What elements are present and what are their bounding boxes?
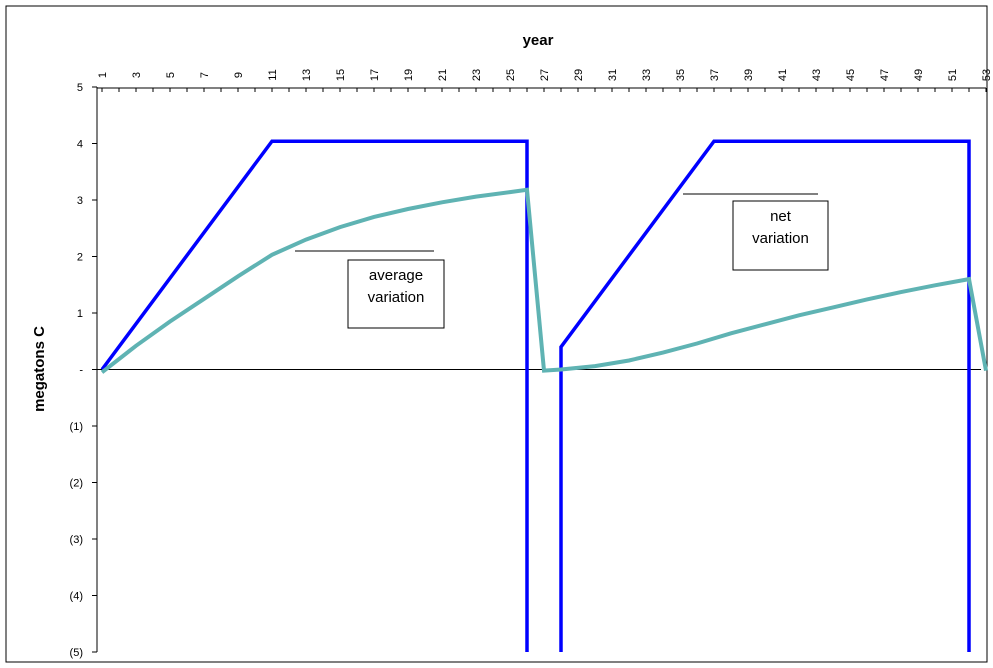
x-tick-label: 31 — [607, 69, 619, 81]
x-tick-label: 1 — [97, 72, 109, 78]
x-tick-label: 23 — [471, 69, 483, 81]
x-tick-label: 25 — [505, 69, 517, 81]
annotation-label: net — [770, 208, 792, 225]
x-tick-label: 37 — [709, 69, 721, 81]
x-tick-label: 5 — [165, 72, 177, 78]
x-tick-label: 47 — [879, 69, 891, 81]
y-tick-label: 2 — [77, 252, 83, 264]
x-tick-label: 53 — [981, 69, 993, 81]
y-tick-label: (2) — [70, 478, 83, 490]
y-tick-label: (5) — [70, 647, 83, 659]
annotation-box — [732, 200, 829, 271]
series-line-blue — [100, 139, 971, 652]
x-tick-label: 51 — [947, 69, 959, 81]
x-tick-label: 9 — [233, 72, 245, 78]
annotation-label: variation — [368, 289, 425, 306]
y-tick-label: (3) — [70, 534, 83, 546]
annotation-label: variation — [752, 230, 809, 247]
x-tick-label: 19 — [403, 69, 415, 81]
x-tick-label: 17 — [369, 69, 381, 81]
x-tick-label: 11 — [267, 69, 279, 80]
x-tick-label: 3 — [131, 72, 143, 78]
y-tick-label: - — [79, 365, 83, 377]
x-tick-label: 21 — [437, 69, 449, 81]
x-tick-label: 43 — [811, 69, 823, 81]
x-tick-label: 13 — [301, 69, 313, 81]
y-tick-label: 5 — [77, 82, 83, 94]
x-tick-label: 15 — [335, 69, 347, 81]
x-tick-label: 27 — [539, 69, 551, 81]
x-axis-title: year — [523, 32, 554, 49]
x-tick-label: 7 — [199, 72, 211, 78]
series-line-teal — [100, 187, 988, 374]
x-tick-label: 29 — [573, 69, 585, 81]
x-tick-label: 41 — [777, 69, 789, 81]
x-tick-label: 39 — [743, 69, 755, 81]
annotation-box — [347, 259, 445, 329]
annotation-label: average — [369, 267, 423, 284]
y-axis-title: megatons C — [31, 326, 48, 412]
x-tick-label: 35 — [675, 69, 687, 81]
x-tick-label: 33 — [641, 69, 653, 81]
y-tick-label: (4) — [70, 591, 83, 603]
x-tick-label: 49 — [913, 69, 925, 81]
y-tick-label: (1) — [70, 421, 83, 433]
y-tick-label: 3 — [77, 195, 83, 207]
x-tick-label: 45 — [845, 69, 857, 81]
y-tick-label: 1 — [77, 308, 83, 320]
y-tick-label: 4 — [77, 139, 83, 151]
chart-frame — [5, 5, 988, 663]
